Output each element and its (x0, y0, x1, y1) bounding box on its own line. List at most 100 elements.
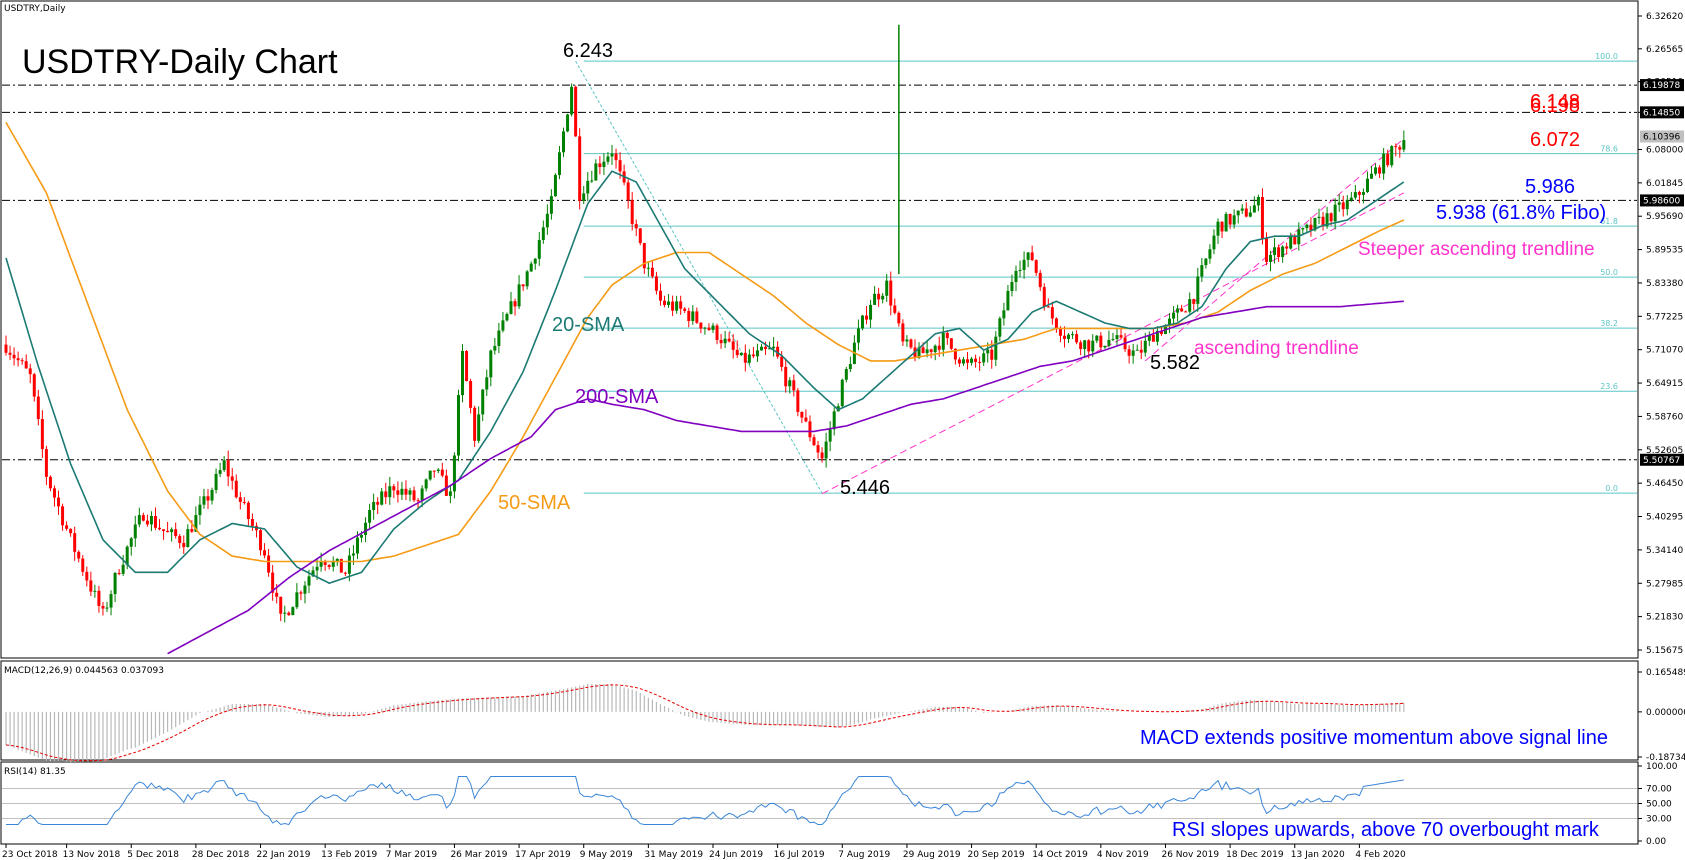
candle-body (1176, 308, 1180, 313)
price-tag (1640, 453, 1684, 466)
candle-body (380, 491, 384, 505)
candle-body (901, 323, 905, 342)
candle-body (113, 572, 117, 595)
candle-body (279, 596, 283, 614)
date-tick-label: 13 Nov 2018 (63, 850, 121, 860)
candle-body (917, 347, 921, 358)
price-tick-label: 5.46450 (1646, 479, 1683, 489)
steeper-trendline-label: Steeper ascending trendline (1358, 239, 1595, 260)
candle-body (844, 369, 848, 380)
candle-body (1018, 269, 1022, 271)
candle-body (501, 320, 505, 331)
candle-body (743, 352, 747, 363)
candle-body (129, 538, 133, 547)
candle-body (808, 421, 812, 438)
candle-body (1232, 215, 1236, 225)
candle-body (1260, 197, 1264, 239)
candle-body (420, 488, 424, 501)
fib-level-label: 38.2 (1600, 319, 1618, 328)
candle-body (780, 356, 784, 367)
fibo-label: 5.938 (61.8% Fibo) (1436, 202, 1606, 224)
candle-body (812, 437, 816, 446)
candle-body (654, 276, 658, 291)
price-tag (1640, 130, 1684, 143)
fib-level-label: 23.6 (1600, 382, 1618, 391)
price-panel-frame (0, 0, 1639, 659)
price-tick-label: 5.89535 (1646, 246, 1683, 256)
candle-body (723, 338, 727, 344)
candle-body (885, 280, 889, 296)
candle-body (1378, 167, 1382, 174)
candle-body (149, 516, 153, 525)
candle-body (153, 516, 157, 528)
candle-body (1054, 318, 1058, 329)
rsi-tick-label: 50.00 (1646, 800, 1672, 810)
candle-body (202, 496, 206, 505)
candle-body (610, 153, 614, 157)
candle-body (1281, 246, 1285, 258)
candle-body (145, 520, 149, 525)
price-tag-label: 5.50767 (1643, 456, 1680, 466)
candle-body (986, 349, 990, 354)
candle-body (1168, 318, 1172, 326)
price-tick-label: 5.27985 (1646, 579, 1683, 589)
candle-body (772, 346, 776, 349)
date-tick-label: 14 Oct 2019 (1032, 850, 1088, 860)
level-6072-label: 6.072 (1530, 129, 1580, 151)
candle-body (961, 359, 965, 364)
candle-body (562, 131, 566, 153)
mid-low-label: 5.582 (1150, 352, 1200, 374)
candle-body (299, 592, 303, 594)
candle-body (553, 174, 557, 197)
price-tag-label: 6.14850 (1643, 108, 1680, 118)
candle-body (162, 529, 166, 531)
candle-body (351, 553, 355, 556)
candle-body (396, 490, 400, 495)
candle-body (214, 473, 218, 490)
candle-body (259, 530, 263, 551)
candle-body (283, 612, 287, 614)
candle-body (1071, 334, 1075, 336)
candle-body (1172, 312, 1176, 319)
candle-body (974, 358, 978, 362)
candle-body (1357, 192, 1361, 195)
candle-body (1067, 334, 1071, 339)
candle-body (982, 353, 986, 363)
candle-body (614, 153, 618, 161)
candle-body (271, 572, 275, 593)
candle-body (1329, 213, 1333, 222)
candle-body (557, 152, 561, 175)
candle-body (869, 304, 873, 320)
candle-body (20, 360, 24, 362)
rsi-line (6, 776, 1404, 826)
candle-body (250, 518, 254, 526)
candle-body (634, 224, 638, 229)
candle-body (93, 590, 97, 592)
candle-body (137, 515, 141, 525)
candle-body (739, 352, 743, 356)
date-tick-label: 18 Dec 2019 (1226, 850, 1284, 860)
candle-body (727, 338, 731, 342)
candle-body (998, 318, 1002, 337)
candle-body (335, 558, 339, 562)
candle-body (594, 163, 598, 181)
candle-body (949, 338, 953, 349)
candle-body (824, 441, 828, 459)
macd-tick-label: -0.187345 (1646, 753, 1685, 763)
candle-body (109, 594, 113, 608)
macd-tick-label: 0.165489 (1646, 668, 1685, 678)
symbol-label: USDTRY,Daily (4, 4, 66, 14)
candle-body (1317, 216, 1321, 219)
candle-body (517, 284, 521, 307)
candle-body (638, 228, 642, 244)
rsi-tick-label: 0.00 (1646, 837, 1666, 847)
candle-body (1075, 334, 1079, 343)
price-tick-label: 5.71070 (1646, 346, 1683, 356)
price-tick-label: 6.08000 (1646, 145, 1683, 155)
candle-body (1196, 276, 1200, 304)
candle-body (945, 332, 949, 339)
fib-level-label: 0.0 (1605, 484, 1618, 493)
candle-body (1240, 208, 1244, 211)
rsi-label: RSI(14) 81.35 (4, 767, 66, 777)
candle-body (889, 280, 893, 306)
